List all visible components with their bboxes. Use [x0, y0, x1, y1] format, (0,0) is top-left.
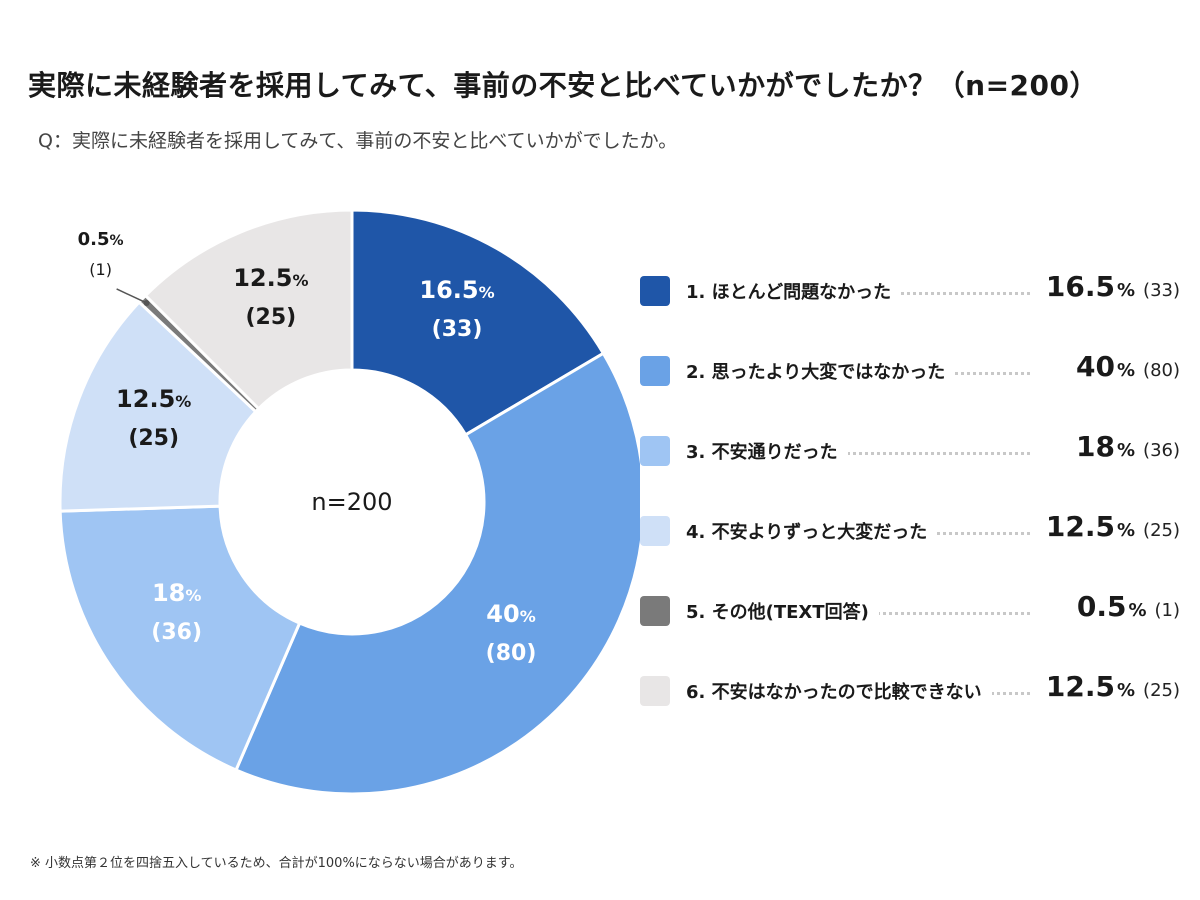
- legend-pct-sign: %: [1117, 360, 1136, 381]
- donut-slice-3: [58, 504, 302, 772]
- legend-value: 18% (36): [1066, 430, 1180, 463]
- legend-value: 40% (80): [1066, 350, 1180, 383]
- legend-count: (80): [1143, 360, 1180, 381]
- donut-slice-2: [234, 351, 640, 796]
- legend-count: (36): [1143, 440, 1180, 461]
- slice-count-label-1: (33): [432, 317, 483, 342]
- legend-pct-sign: %: [1117, 280, 1136, 301]
- slice-pct-label-2: 40%: [486, 600, 535, 628]
- legend-value: 16.5% (33): [1035, 270, 1180, 303]
- legend-pct-sign: %: [1117, 440, 1136, 461]
- donut-slice-1: [350, 208, 606, 437]
- slice-pct-label-5: 0.5%: [78, 229, 124, 250]
- legend-swatch: [640, 436, 670, 466]
- legend-pct: 0.5: [1076, 590, 1127, 623]
- legend-item-2: 2. 思ったより大変ではなかった 40% (80): [640, 350, 1180, 390]
- legend-label: 3. 不安通りだった: [686, 438, 848, 464]
- legend-value: 0.5% (1): [1066, 590, 1181, 623]
- slice-count-label-5: (1): [89, 260, 112, 279]
- legend-swatch: [640, 276, 670, 306]
- legend-pct-sign: %: [1117, 520, 1136, 541]
- slice-pct-label-6: 12.5%: [233, 264, 308, 292]
- legend-item-6: 6. 不安はなかったので比較できない 12.5% (25): [640, 670, 1180, 710]
- footnote: ※ 小数点第２位を四捨五入しているため、合計が100%にならない場合があります。: [30, 856, 523, 871]
- legend-swatch: [640, 596, 670, 626]
- legend-pct-sign: %: [1117, 680, 1136, 701]
- legend-item-1: 1. ほとんど問題なかった 16.5% (33): [640, 270, 1180, 310]
- legend-pct: 16.5: [1045, 270, 1115, 303]
- legend-swatch: [640, 676, 670, 706]
- legend-pct-sign: %: [1128, 600, 1147, 621]
- legend-pct: 12.5: [1045, 670, 1115, 703]
- legend-value: 12.5% (25): [1035, 670, 1180, 703]
- slice-leader-dot-5: [143, 299, 150, 306]
- legend-pct: 18: [1076, 430, 1115, 463]
- legend-count: (25): [1143, 520, 1180, 541]
- legend-swatch: [640, 516, 670, 546]
- legend-pct: 12.5: [1045, 510, 1115, 543]
- slice-count-label-4: (25): [128, 426, 179, 451]
- legend-item-5: 5. その他(TEXT回答) 0.5% (1): [640, 590, 1180, 630]
- slice-pct-label-3: 18%: [152, 579, 201, 607]
- legend-item-3: 3. 不安通りだった 18% (36): [640, 430, 1180, 470]
- legend-label: 6. 不安はなかったので比較できない: [686, 678, 992, 704]
- slice-count-label-6: (25): [246, 305, 297, 330]
- legend-swatch: [640, 356, 670, 386]
- legend-leader-dots: [686, 452, 1030, 455]
- slice-pct-label-4: 12.5%: [116, 385, 191, 413]
- question-text: Q：実際に未経験者を採用してみて、事前の不安と比べていかがでしたか。: [38, 130, 678, 152]
- legend-label: 1. ほとんど問題なかった: [686, 278, 902, 304]
- chart-title: 実際に未経験者を採用してみて、事前の不安と比べていかがでしたか？（n=200）: [28, 69, 1098, 102]
- slice-count-label-2: (80): [486, 641, 537, 666]
- donut-center-label: n=200: [311, 488, 392, 516]
- legend-label: 5. その他(TEXT回答): [686, 598, 879, 624]
- legend-label: 2. 思ったより大変ではなかった: [686, 358, 956, 384]
- donut-chart: 16.5% (33) 40% (80) 18% (36) 12.5% (25) 0.5% (1) 1…: [58, 208, 640, 796]
- donut-slice-6: [143, 208, 354, 411]
- legend-value: 12.5% (25): [1035, 510, 1180, 543]
- legend-label: 4. 不安よりずっと大変だった: [686, 518, 938, 544]
- legend-pct: 40: [1076, 350, 1115, 383]
- legend-count: (1): [1154, 600, 1181, 621]
- legend-count: (33): [1143, 280, 1180, 301]
- slice-leader-line-5: [116, 288, 147, 304]
- legend-count: (25): [1143, 680, 1180, 701]
- donut-slice-4: [58, 299, 258, 513]
- slice-count-label-3: (36): [151, 620, 202, 645]
- legend-item-4: 4. 不安よりずっと大変だった 12.5% (25): [640, 510, 1180, 550]
- slice-pct-label-1: 16.5%: [419, 276, 494, 304]
